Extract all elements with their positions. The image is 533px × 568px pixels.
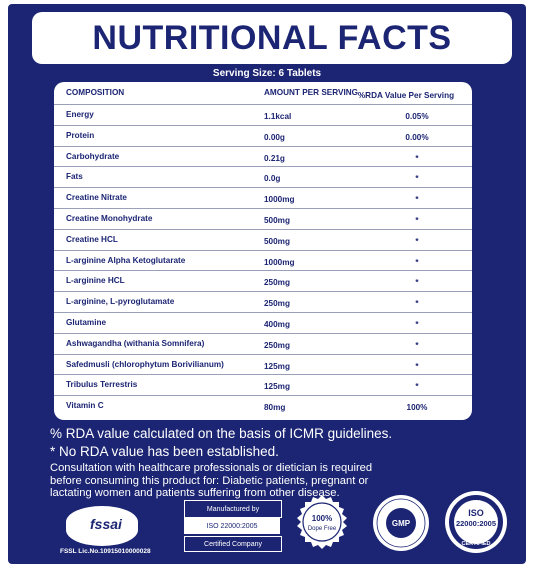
- table-row: Energy 1.1kcal 0.05%: [54, 105, 472, 126]
- dope-free-text: Dope Free: [308, 526, 337, 532]
- iso-cert-box: ISO 22000:2005: [184, 518, 280, 534]
- nutrient-amount: 0.21g: [264, 153, 285, 163]
- nutrient-name: L-arginine, L-pyroglutamate: [66, 297, 175, 307]
- iso-number-text: 22000:2005: [456, 519, 496, 528]
- nutrient-name: Ashwagandha (withania Somnifera): [66, 338, 205, 348]
- nutrient-rda: 0.00%: [405, 132, 429, 142]
- nutrient-name: Carbohydrate: [66, 151, 120, 161]
- nutrient-name: Safedmusli (chlorophytum Borivilianum): [66, 359, 224, 369]
- nutrient-rda: *: [415, 319, 419, 329]
- iso-text: ISO: [468, 508, 484, 518]
- nutrient-name: Creatine HCL: [66, 234, 118, 244]
- nutrition-panel: NUTRITIONAL FACTS Serving Size: 6 Tablet…: [8, 4, 526, 564]
- nutrient-rda: *: [415, 340, 419, 350]
- table-header: COMPOSITION AMOUNT PER SERVING %RDA Valu…: [54, 82, 472, 105]
- table-row: Creatine Monohydrate 500mg *: [54, 209, 472, 230]
- iso-seal-icon: AN ISO 22000:2005 CERTIFIED: [445, 491, 507, 553]
- nutrient-rda: *: [415, 236, 419, 246]
- nutrient-amount: 1000mg: [264, 195, 295, 205]
- gmp-text: GMP: [392, 519, 411, 528]
- consult-note: Consultation with healthcare professiona…: [50, 462, 373, 499]
- nutrition-table: COMPOSITION AMOUNT PER SERVING %RDA Valu…: [54, 82, 472, 420]
- nutrient-amount: 0.00g: [264, 132, 285, 142]
- nutrient-amount: 250mg: [264, 278, 290, 288]
- nutrient-amount: 1.1kcal: [264, 112, 292, 121]
- nutrient-amount: 250mg: [264, 299, 290, 309]
- nutrient-rda: *: [415, 361, 419, 371]
- iso-certified-text: CERTIFIED: [461, 541, 490, 547]
- nutrient-amount: 500mg: [264, 236, 290, 246]
- table-row: Carbohydrate 0.21g *: [54, 147, 472, 168]
- nutrient-amount: 0.0g: [264, 174, 281, 184]
- fssai-license: FSSL Lic.No.10915010000028: [60, 548, 151, 555]
- nutrient-rda: *: [415, 382, 419, 392]
- nutrient-name: Creatine Nitrate: [66, 193, 127, 203]
- table-row: L-arginine HCL 250mg *: [54, 271, 472, 293]
- table-row: Safedmusli (chlorophytum Borivilianum) 12…: [54, 355, 472, 376]
- title-banner: NUTRITIONAL FACTS: [32, 12, 512, 64]
- nutrient-amount: 250mg: [264, 340, 290, 350]
- manufactured-by-label: Manufactured by: [184, 500, 282, 518]
- nutrient-name: L-arginine HCL: [66, 276, 125, 286]
- nutrient-amount: 125mg: [264, 382, 290, 392]
- nutrient-name: Energy: [66, 110, 94, 119]
- nutrient-rda: *: [415, 153, 419, 163]
- rda-note: % RDA value calculated on the basis of I…: [50, 426, 393, 441]
- nutrient-amount: 500mg: [264, 215, 290, 225]
- table-row: Fats 0.0g *: [54, 167, 472, 189]
- dope-free-seal-icon: 100% Dope Free: [297, 495, 347, 549]
- nutrient-name: L-arginine Alpha Ketoglutarate: [66, 255, 186, 265]
- nutrient-amount: 125mg: [264, 361, 290, 371]
- nutrient-rda: *: [415, 195, 419, 205]
- table-row: Tribulus Terrestris 125mg *: [54, 375, 472, 397]
- nutrient-amount: 80mg: [264, 403, 286, 413]
- header-composition: COMPOSITION: [66, 88, 125, 97]
- table-row: Creatine Nitrate 1000mg *: [54, 188, 472, 209]
- nutrient-rda: *: [415, 299, 419, 309]
- header-rda: %RDA Value Per Serving: [357, 91, 455, 100]
- gmp-seal-icon: GMP: [373, 495, 429, 551]
- table-row: Ashwagandha (withania Somnifera) 250mg *: [54, 334, 472, 355]
- fssai-text: fssai: [90, 516, 122, 532]
- table-row: Vitamin C 80mg 100%: [54, 396, 472, 417]
- nutrient-name: Creatine Monohydrate: [66, 213, 153, 223]
- nutrient-name: Tribulus Terrestris: [66, 380, 138, 390]
- table-row: L-arginine, L-pyroglutamate 250mg *: [54, 292, 472, 313]
- no-rda-note: * No RDA value has been established.: [50, 444, 279, 459]
- table-row: Creatine HCL 500mg *: [54, 230, 472, 251]
- fssai-logo: [66, 506, 138, 546]
- nutrient-name: Fats: [66, 172, 83, 182]
- table-row: Glutamine 400mg *: [54, 313, 472, 334]
- nutrient-rda: 100%: [406, 403, 428, 413]
- nutrient-rda: *: [415, 257, 419, 267]
- certified-company-label: Certified Company: [184, 536, 282, 552]
- nutrient-rda: *: [415, 278, 419, 288]
- page-title: NUTRITIONAL FACTS: [92, 18, 452, 57]
- nutrient-rda: *: [415, 174, 419, 184]
- nutrient-amount: 1000mg: [264, 257, 295, 267]
- nutrient-rda: 0.05%: [405, 112, 429, 121]
- table-row: Protein 0.00g 0.00%: [54, 126, 472, 147]
- nutrient-name: Glutamine: [66, 317, 107, 327]
- serving-size: Serving Size: 6 Tablets: [212, 68, 322, 79]
- nutrient-name: Vitamin C: [66, 401, 104, 411]
- nutrient-amount: 400mg: [264, 319, 290, 329]
- nutrient-rda: *: [415, 215, 419, 225]
- dope-free-percent: 100%: [312, 514, 332, 523]
- header-amount: AMOUNT PER SERVING: [264, 88, 359, 97]
- nutrient-name: Protein: [66, 130, 95, 140]
- iso-an-text: AN: [472, 500, 480, 506]
- table-row: L-arginine Alpha Ketoglutarate 1000mg *: [54, 251, 472, 272]
